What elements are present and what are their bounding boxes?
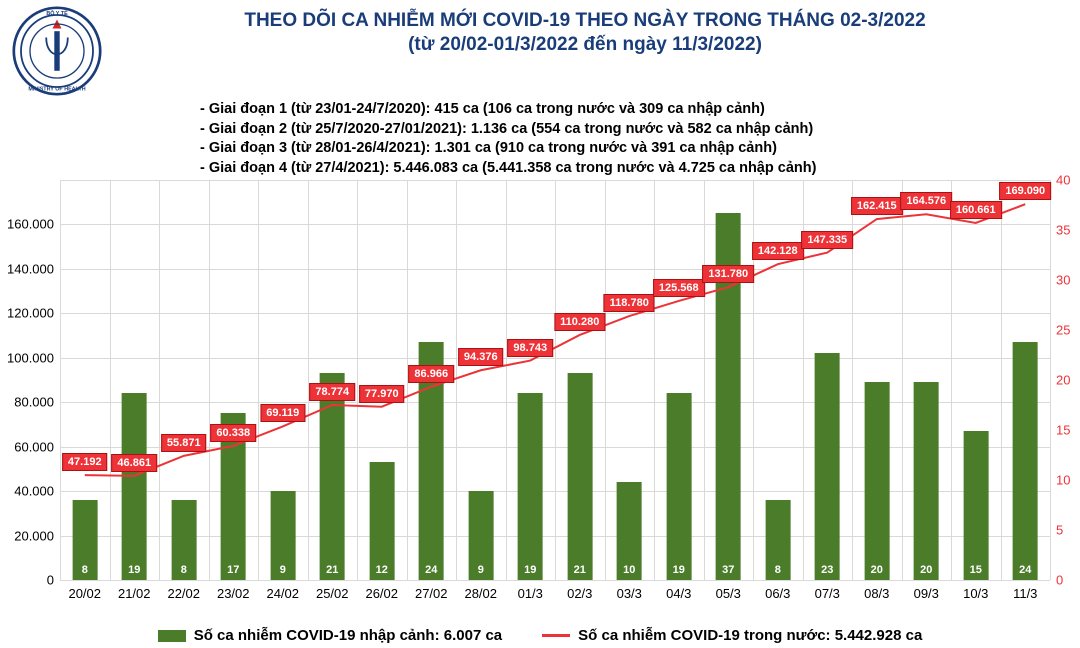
x-category-label: 27/02: [415, 586, 448, 601]
y-left-tick: 160.000: [7, 217, 54, 232]
line-value-label: 60.338: [210, 424, 256, 442]
line-value-label: 131.780: [702, 265, 754, 283]
y-left-tick: 60.000: [14, 439, 54, 454]
legend-swatch-line: [542, 634, 570, 637]
x-category-label: 01/3: [518, 586, 543, 601]
combo-chart: 020.00040.00060.00080.000100.000120.0001…: [60, 180, 1050, 580]
y-right-tick: 20: [1056, 373, 1070, 388]
x-category-label: 26/02: [365, 586, 398, 601]
line-value-label: 78.774: [309, 383, 355, 401]
x-category-label: 24/02: [266, 586, 299, 601]
line-value-label: 55.871: [161, 434, 207, 452]
line-value-label: 47.192: [62, 453, 108, 471]
x-category-label: 25/02: [316, 586, 349, 601]
line-value-label: 147.335: [801, 231, 853, 249]
y-left-tick: 100.000: [7, 350, 54, 365]
y-right-tick: 35: [1056, 223, 1070, 238]
x-category-label: 11/3: [1013, 586, 1037, 601]
x-category-label: 07/3: [815, 586, 840, 601]
ministry-logo: MINISTRY OF HEALTH BỘ Y TẾ: [12, 6, 102, 96]
y-left-tick: 20.000: [14, 528, 54, 543]
svg-text:BỘ Y TẾ: BỘ Y TẾ: [46, 9, 68, 17]
y-right-tick: 25: [1056, 323, 1070, 338]
x-category-label: 05/3: [716, 586, 741, 601]
y-right-tick: 0: [1056, 573, 1063, 588]
line-value-label: 164.576: [900, 192, 952, 210]
x-category-label: 02/3: [567, 586, 592, 601]
x-category-label: 22/02: [167, 586, 200, 601]
y-left-tick: 140.000: [7, 261, 54, 276]
chart-subtitle: (từ 20/02-01/3/2022 đến ngày 11/3/2022): [102, 34, 1068, 56]
x-category-label: 04/3: [666, 586, 691, 601]
legend-swatch-bar: [158, 630, 186, 642]
line-value-label: 46.861: [111, 454, 157, 472]
x-category-label: 10/3: [963, 586, 988, 601]
x-category-label: 06/3: [765, 586, 790, 601]
y-right-tick: 15: [1056, 423, 1070, 438]
line-value-label: 125.568: [653, 279, 705, 297]
x-category-label: 09/3: [914, 586, 939, 601]
phase-line: - Giai đoạn 2 (từ 25/7/2020-27/01/2021):…: [200, 120, 1080, 140]
line-value-label: 94.376: [458, 348, 504, 366]
line-value-label: 86.966: [408, 365, 454, 383]
line-value-label: 110.280: [554, 313, 605, 331]
x-category-label: 03/3: [617, 586, 642, 601]
line-value-label: 142.128: [752, 242, 804, 260]
y-left-tick: 80.000: [14, 395, 54, 410]
x-category-label: 28/02: [464, 586, 497, 601]
legend-item-bars: Số ca nhiễm COVID-19 nhập cảnh: 6.007 ca: [158, 627, 502, 644]
line-value-label: 69.119: [260, 404, 305, 422]
phase-line: - Giai đoạn 4 (từ 27/4/2021): 5.446.083 …: [200, 159, 1080, 179]
legend-label: Số ca nhiễm COVID-19 nhập cảnh: 6.007 ca: [194, 627, 502, 644]
chart-title: THEO DÕI CA NHIỄM MỚI COVID-19 THEO NGÀY…: [102, 10, 1068, 32]
legend-item-line: Số ca nhiễm COVID-19 trong nước: 5.442.9…: [542, 627, 922, 644]
y-left-tick: 120.000: [7, 306, 54, 321]
chart-legend: Số ca nhiễm COVID-19 nhập cảnh: 6.007 ca…: [0, 627, 1080, 644]
x-category-label: 21/02: [118, 586, 151, 601]
line-value-label: 160.661: [950, 201, 1002, 219]
x-category-label: 08/3: [864, 586, 889, 601]
line-value-label: 118.780: [604, 294, 655, 312]
svg-text:MINISTRY OF HEALTH: MINISTRY OF HEALTH: [28, 87, 85, 93]
phase-line: - Giai đoạn 1 (từ 23/01-24/7/2020): 415 …: [200, 100, 1080, 120]
y-left-tick: 0: [47, 573, 54, 588]
line-value-label: 77.970: [359, 385, 405, 403]
x-category-label: 20/02: [68, 586, 101, 601]
y-right-tick: 10: [1056, 473, 1070, 488]
y-right-tick: 5: [1056, 523, 1063, 538]
phase-summary: - Giai đoạn 1 (từ 23/01-24/7/2020): 415 …: [200, 100, 1080, 178]
line-value-label: 162.415: [851, 197, 903, 215]
line-value-label: 98.743: [507, 339, 553, 357]
line-value-label: 169.090: [999, 182, 1051, 200]
phase-line: - Giai đoạn 3 (từ 28/01-26/4/2021): 1.30…: [200, 139, 1080, 159]
x-category-label: 23/02: [217, 586, 250, 601]
y-left-tick: 40.000: [14, 484, 54, 499]
y-right-tick: 40: [1056, 173, 1070, 188]
y-right-tick: 30: [1056, 273, 1070, 288]
legend-label: Số ca nhiễm COVID-19 trong nước: 5.442.9…: [578, 627, 922, 644]
